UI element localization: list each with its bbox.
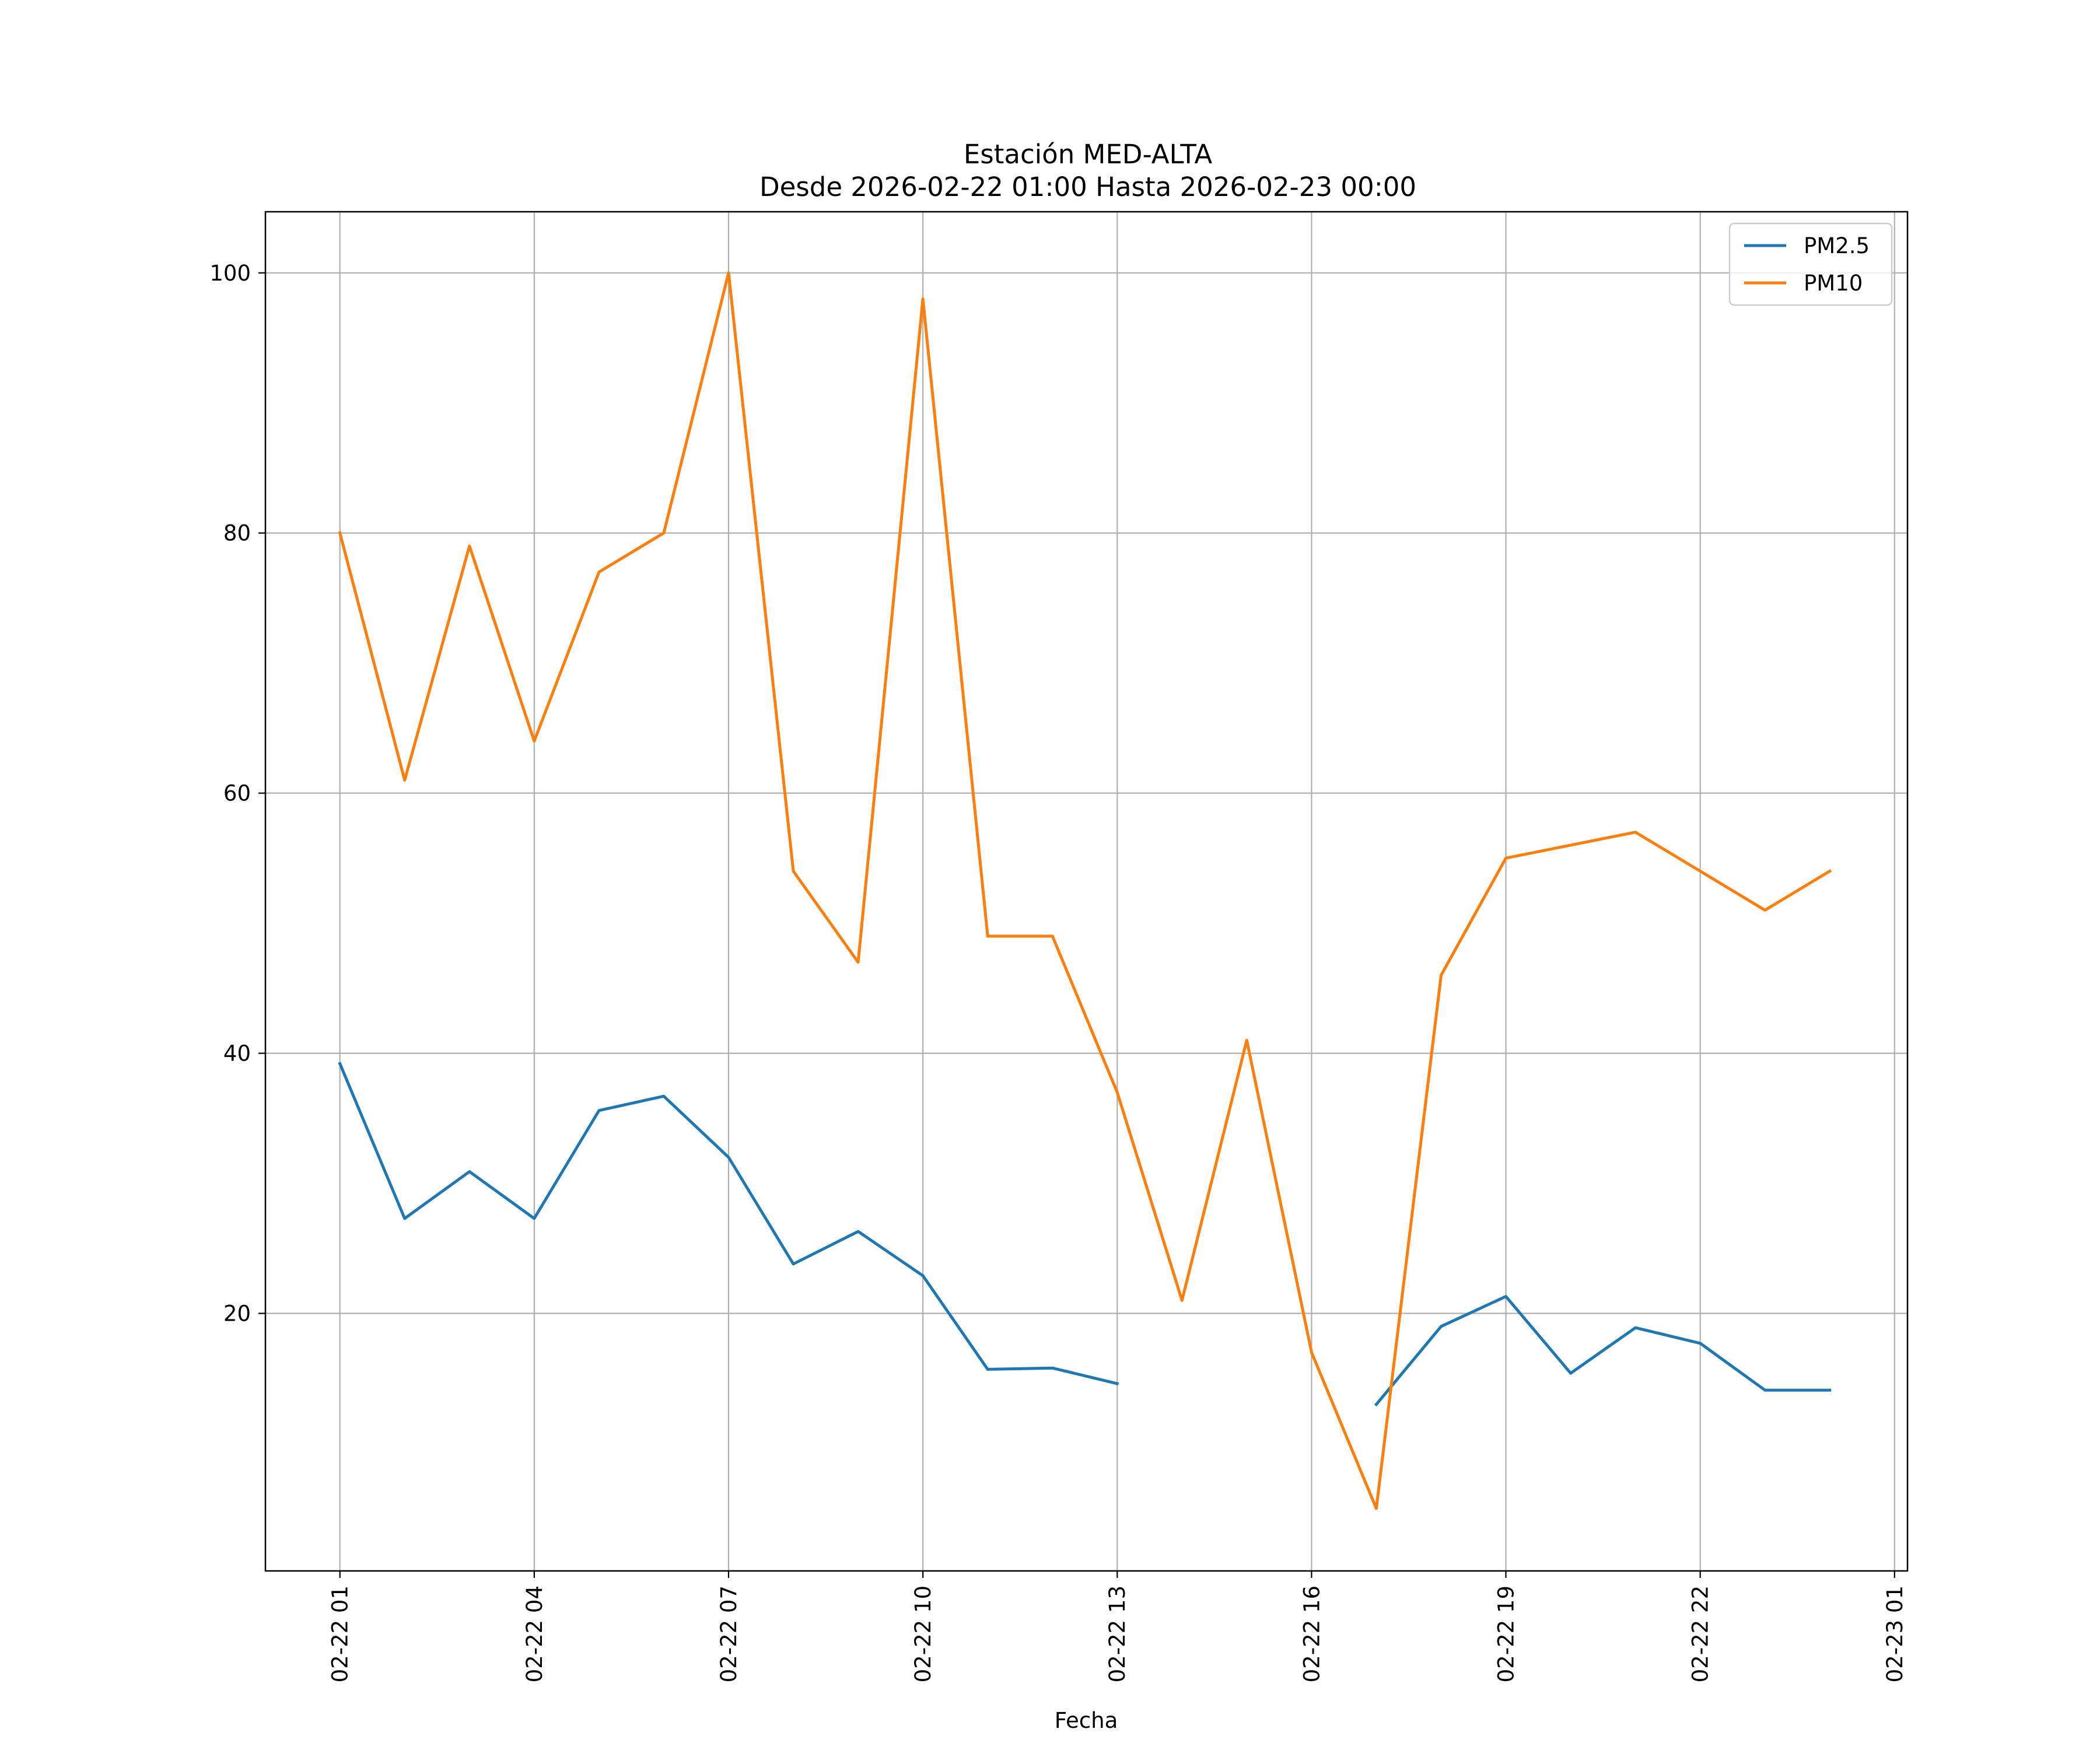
legend: PM2.5 PM10 (1728, 222, 1893, 306)
plot-area-frame (264, 211, 1909, 1572)
y-tick-label: 100 (209, 261, 251, 286)
y-tick-label: 60 (223, 781, 251, 806)
grid (265, 212, 1908, 1571)
x-axis-label: Fecha (1055, 1708, 1118, 1733)
series-line-pm10 (338, 271, 1832, 1510)
x-tick-label: 02-22 22 (1688, 1586, 1713, 1682)
series-line-pm25 (338, 1062, 1832, 1407)
y-tick-label: 20 (223, 1301, 251, 1326)
x-tick-label: 02-22 10 (911, 1586, 936, 1682)
chart-title: Estación MED-ALTA (964, 139, 1213, 170)
x-tick-label: 02-22 04 (522, 1586, 547, 1682)
x-axis: 02-22 01 02-22 04 02-22 07 02-22 10 02-22 13… (328, 1571, 1908, 1682)
x-tick-label: 02-23 01 (1882, 1586, 1908, 1682)
y-tick-label: 40 (223, 1041, 251, 1066)
series-layer (338, 271, 1832, 1510)
legend-label-pm10: PM10 (1804, 271, 1863, 296)
y-tick-label: 80 (223, 521, 251, 546)
x-tick-label: 02-22 16 (1299, 1586, 1324, 1682)
x-tick-label: 02-22 19 (1494, 1586, 1519, 1682)
chart-subtitle: Desde 2026-02-22 01:00 Hasta 2026-02-23 … (760, 172, 1416, 202)
x-tick-label: 02-22 13 (1105, 1586, 1130, 1682)
x-tick-label: 02-22 01 (328, 1586, 353, 1682)
legend-label-pm25: PM2.5 (1804, 233, 1870, 258)
x-tick-label: 02-22 07 (716, 1586, 741, 1682)
legend-box (1728, 222, 1893, 306)
y-axis: 20 40 60 80 100 (209, 261, 265, 1326)
